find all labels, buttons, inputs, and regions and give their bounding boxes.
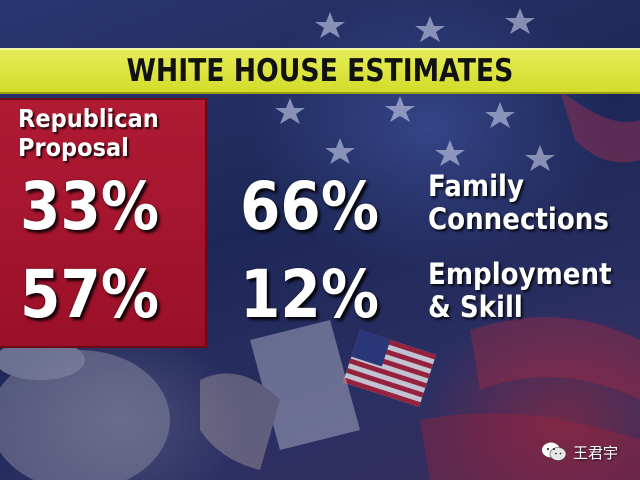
category-label-family: Family Connections [428, 170, 609, 236]
star-icon [485, 102, 515, 128]
republican-proposal-panel [0, 98, 207, 348]
small-flag-graphic [343, 330, 437, 408]
watermark: 王君宇 [541, 441, 618, 463]
star-icon [415, 16, 445, 42]
category-line: Family [428, 169, 525, 203]
proposal-value-employment: 57% [20, 256, 160, 333]
headline-title: WHITE HOUSE ESTIMATES [126, 53, 514, 89]
star-icon [505, 8, 535, 34]
title-band: WHITE HOUSE ESTIMATES [0, 48, 640, 94]
republican-proposal-label: Republican Proposal [18, 104, 180, 162]
current-value-family: 66% [240, 168, 380, 245]
star-icon [325, 138, 355, 164]
star-icon [315, 12, 345, 38]
category-label-employment: Employment & Skill [428, 258, 612, 324]
wechat-icon [542, 442, 567, 461]
label-line: Proposal [18, 133, 129, 162]
star-icon [435, 140, 465, 166]
star-icon [385, 96, 415, 122]
watermark-text: 王君宇 [573, 443, 619, 462]
star-icon [525, 145, 555, 171]
category-line: Employment [428, 257, 612, 291]
star-icon [275, 98, 305, 124]
proposal-value-family: 33% [20, 168, 160, 245]
category-line: & Skill [428, 290, 523, 324]
label-line: Republican [18, 104, 159, 133]
category-line: Connections [428, 202, 609, 236]
current-value-employment: 12% [240, 256, 380, 333]
